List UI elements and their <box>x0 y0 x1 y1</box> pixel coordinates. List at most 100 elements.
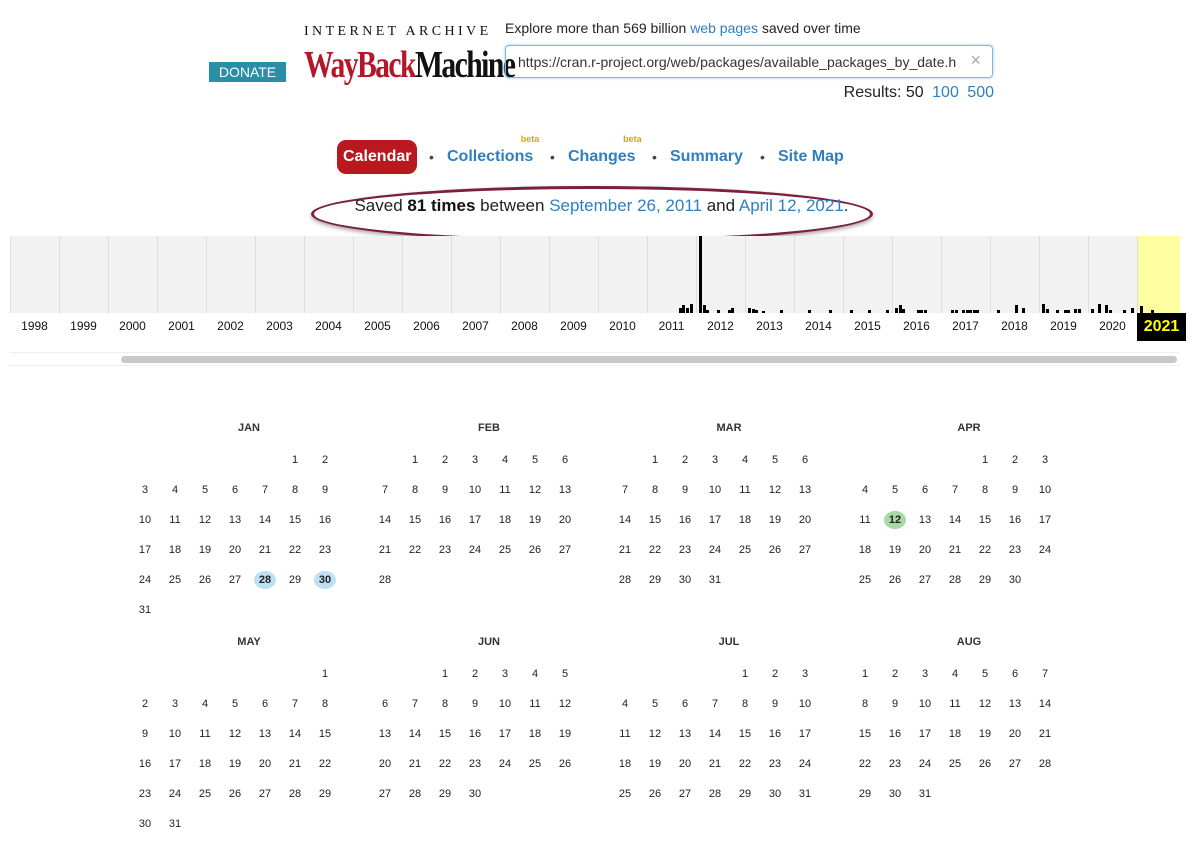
capture-bar[interactable] <box>996 310 1000 313</box>
year-column[interactable] <box>745 236 794 313</box>
capture-bar[interactable] <box>1056 310 1060 313</box>
year-column[interactable] <box>549 236 598 313</box>
capture-bar[interactable] <box>751 309 755 313</box>
capture-bar[interactable] <box>1105 305 1109 313</box>
year-label[interactable]: 2004 <box>315 319 342 333</box>
year-label[interactable]: 2002 <box>217 319 244 333</box>
capture-bar[interactable] <box>962 310 965 313</box>
capture-histogram[interactable] <box>10 236 1180 313</box>
web-pages-link[interactable]: web pages <box>690 20 758 36</box>
year-label[interactable]: 2010 <box>609 319 636 333</box>
capture-bar[interactable] <box>849 310 853 313</box>
year-column[interactable] <box>108 236 157 313</box>
year-column[interactable] <box>1137 236 1180 313</box>
year-column[interactable] <box>892 236 941 313</box>
capture-bar[interactable] <box>727 310 731 313</box>
capture-bar[interactable] <box>867 310 871 313</box>
capture-bar[interactable] <box>1109 310 1112 313</box>
year-label[interactable]: 2017 <box>952 319 979 333</box>
year-label[interactable]: 2014 <box>805 319 832 333</box>
year-column[interactable] <box>353 236 402 313</box>
tab-changes[interactable]: Changes beta <box>568 134 642 165</box>
year-label[interactable]: 2016 <box>903 319 930 333</box>
year-column[interactable] <box>1088 236 1137 313</box>
capture-bar[interactable] <box>699 236 702 313</box>
capture-bar[interactable] <box>762 311 766 313</box>
capture-bar[interactable] <box>717 310 720 313</box>
timeline-scrollbar[interactable] <box>10 352 1180 366</box>
capture-bar[interactable] <box>748 308 751 313</box>
year-column[interactable] <box>794 236 843 313</box>
year-label[interactable]: 2018 <box>1001 319 1028 333</box>
capture-bar[interactable] <box>689 304 693 313</box>
capture-bar[interactable] <box>885 310 889 313</box>
year-column[interactable] <box>990 236 1039 313</box>
capture-bar[interactable] <box>954 310 958 313</box>
capture-bar[interactable] <box>731 308 735 313</box>
year-label[interactable]: 2008 <box>511 319 538 333</box>
capture-bar[interactable] <box>976 310 980 313</box>
capture-bar[interactable] <box>1021 308 1025 313</box>
capture-bar[interactable] <box>923 310 927 313</box>
year-label[interactable]: 2007 <box>462 319 489 333</box>
year-column[interactable] <box>157 236 206 313</box>
year-label[interactable]: 2003 <box>266 319 293 333</box>
capture-bar[interactable] <box>1091 309 1094 313</box>
year-column[interactable] <box>598 236 647 313</box>
last-capture-link[interactable]: April 12, 2021 <box>738 196 844 215</box>
capture-bar[interactable] <box>702 305 706 313</box>
year-column[interactable] <box>647 236 696 313</box>
capture-bar[interactable] <box>1130 308 1134 313</box>
capture-bar[interactable] <box>706 310 710 313</box>
scrollbar-thumb[interactable] <box>121 356 1177 363</box>
capture-bar[interactable] <box>1042 304 1045 313</box>
year-column[interactable] <box>59 236 108 313</box>
capture-bar[interactable] <box>1067 310 1071 313</box>
capture-bar[interactable] <box>1123 310 1127 313</box>
year-column[interactable] <box>10 236 59 313</box>
year-column[interactable] <box>500 236 549 313</box>
donate-button[interactable]: DONATE <box>209 62 286 82</box>
year-label[interactable]: 2000 <box>119 319 146 333</box>
capture-bar[interactable] <box>1014 305 1018 313</box>
year-label[interactable]: 2013 <box>756 319 783 333</box>
wayback-machine-logo[interactable]: INTERNET ARCHIVE WayBackMachine <box>304 24 516 94</box>
tab-site-map[interactable]: Site Map <box>778 148 844 165</box>
capture-bar[interactable] <box>895 308 898 313</box>
capture-bar[interactable] <box>1098 304 1102 313</box>
capture-bar[interactable] <box>755 310 759 313</box>
year-column[interactable] <box>206 236 255 313</box>
year-column[interactable] <box>402 236 451 313</box>
capture-bar[interactable] <box>686 308 689 313</box>
year-column[interactable] <box>696 236 745 313</box>
capture-bar[interactable] <box>1074 309 1078 313</box>
capture-bar[interactable] <box>807 310 811 313</box>
first-capture-link[interactable]: September 26, 2011 <box>549 196 702 215</box>
url-input-value[interactable]: https://cran.r-project.org/web/packages/… <box>518 54 957 70</box>
year-label[interactable]: 2011 <box>658 319 685 333</box>
capture-bar[interactable] <box>969 310 973 313</box>
capture-bar[interactable] <box>920 310 924 313</box>
capture-bar[interactable] <box>972 310 976 313</box>
year-label[interactable]: 2005 <box>364 319 391 333</box>
capture-bar[interactable] <box>682 305 686 313</box>
capture-bar[interactable] <box>1078 309 1081 313</box>
capture-bar[interactable] <box>1150 310 1154 313</box>
capture-bar[interactable] <box>1140 306 1143 313</box>
year-label[interactable]: 2020 <box>1099 319 1126 333</box>
tab-collections[interactable]: Collections beta <box>447 134 540 165</box>
capture-bar[interactable] <box>780 310 784 313</box>
year-label[interactable]: 1998 <box>21 319 48 333</box>
year-column[interactable] <box>1039 236 1088 313</box>
results-500-link[interactable]: 500 <box>967 84 994 101</box>
capture-bar[interactable] <box>965 310 969 313</box>
capture-bar[interactable] <box>1045 309 1049 313</box>
capture-day[interactable]: 30 <box>314 571 336 589</box>
tab-calendar[interactable]: Calendar <box>337 140 418 174</box>
capture-bar[interactable] <box>951 310 955 313</box>
year-column[interactable] <box>451 236 500 313</box>
year-label[interactable]: 2009 <box>560 319 587 333</box>
capture-bar[interactable] <box>916 310 920 313</box>
year-label[interactable]: 1999 <box>70 319 97 333</box>
year-label[interactable]: 2015 <box>854 319 881 333</box>
